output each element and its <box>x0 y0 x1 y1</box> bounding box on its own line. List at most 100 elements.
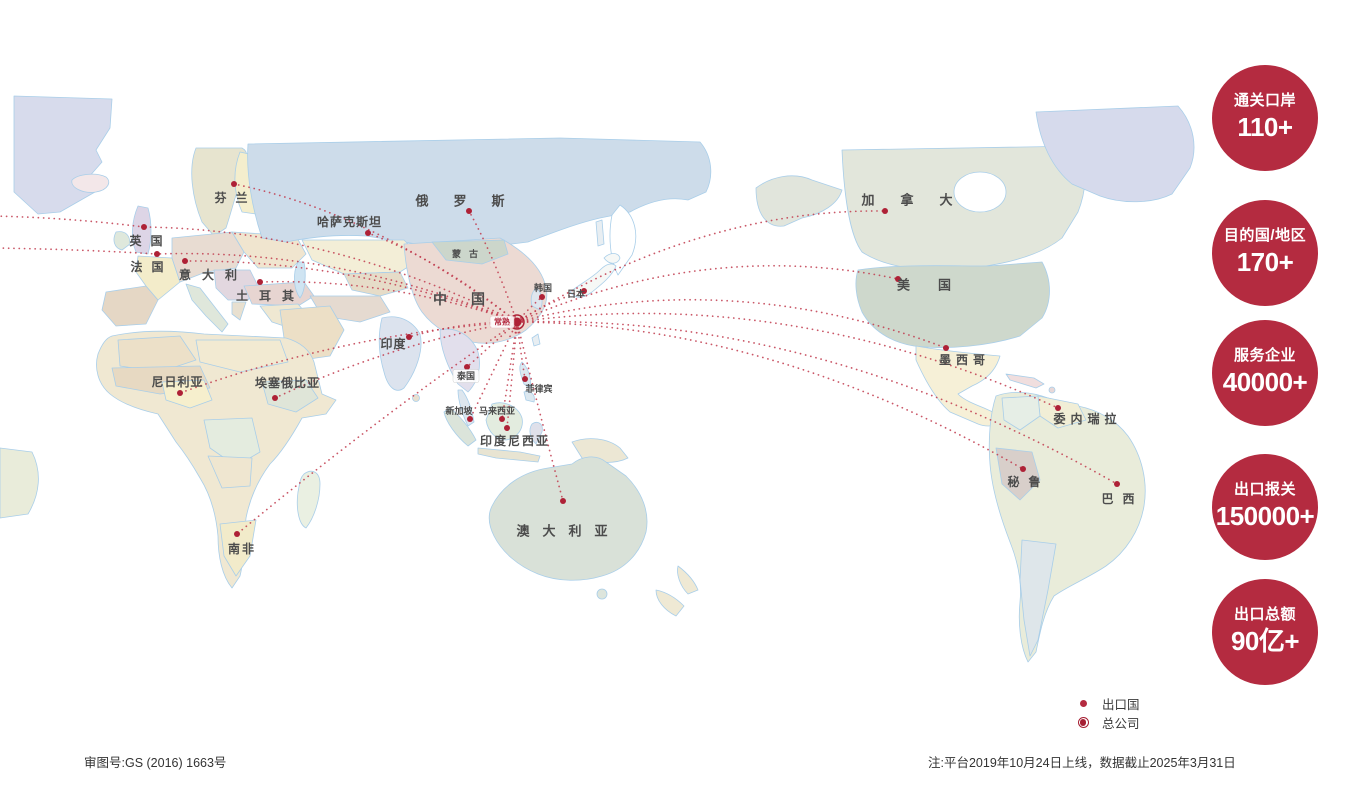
legend-label: 总公司 <box>1102 717 1140 731</box>
country-dot <box>560 498 566 504</box>
country-label: 尼日利亚 <box>151 374 203 389</box>
country-label: 俄罗斯 <box>414 194 529 209</box>
landmass-japan-honshu <box>569 263 617 298</box>
landmass-korea <box>530 287 543 311</box>
region-label: 蒙古 <box>452 248 486 259</box>
country-label: 澳大利亚 <box>516 524 620 539</box>
landmass-greenland-east <box>1035 105 1195 203</box>
landmass-maghreb <box>117 335 197 373</box>
route-line-stub <box>0 215 145 228</box>
country-label: 英国 <box>129 233 171 248</box>
country-dot <box>882 208 888 214</box>
landmass-iceland <box>71 173 110 193</box>
legend-label: 出口国 <box>1102 698 1140 712</box>
country-dot <box>499 416 505 422</box>
route-line <box>516 210 886 323</box>
country-dot <box>467 416 473 422</box>
landmass-india <box>378 316 422 391</box>
country-dot <box>234 531 240 537</box>
landmass-borneo <box>485 402 523 441</box>
map-approval-number: 审图号:GS (2016) 1663号 <box>84 756 227 770</box>
country-dot <box>504 425 510 431</box>
route-line <box>468 210 518 323</box>
country-label: 印度尼西亚 <box>480 433 550 448</box>
country-dot <box>154 251 160 257</box>
landmass-peru <box>995 447 1041 501</box>
landmass-java <box>477 447 541 463</box>
country-dot <box>1114 481 1120 487</box>
hq-label: 常熟 <box>494 317 510 327</box>
stat-label: 服务企业 <box>1233 347 1296 365</box>
landmass-colombia <box>1001 395 1041 431</box>
country-dot <box>1020 466 1026 472</box>
stat-badge-destinations: 目的国/地区 170+ <box>1212 200 1318 306</box>
country-label: 加拿大 <box>860 193 978 208</box>
landmass-brazil-wrap <box>0 447 39 519</box>
stat-badge-ports: 通关口岸 110+ <box>1212 65 1318 171</box>
landmass-mindanao <box>523 391 535 403</box>
hq-marker <box>512 317 522 327</box>
landmass-nigeria <box>161 379 213 409</box>
route-line <box>179 321 518 394</box>
legend: 出口国 总公司 <box>1072 694 1140 732</box>
country-label: 菲律宾 <box>525 383 552 394</box>
country-dot <box>365 230 371 236</box>
landmass-argentina <box>1019 539 1057 657</box>
country-dot <box>231 181 237 187</box>
legend-item-headquarters: 总公司 <box>1072 713 1140 732</box>
landmass-alaska <box>755 175 843 227</box>
landmass-angola-zambia <box>207 455 253 489</box>
route-line <box>501 321 518 420</box>
country-dot <box>581 288 587 294</box>
landmass-tasmania <box>596 588 608 600</box>
landmass-nz-north <box>677 565 699 595</box>
route-line <box>259 280 518 323</box>
route-line <box>506 321 518 429</box>
landmass-mexico <box>915 345 1007 427</box>
country-label: 美国 <box>897 278 979 293</box>
stat-label: 通关口岸 <box>1233 92 1296 110</box>
label-chip <box>452 369 480 383</box>
country-dot <box>406 334 412 340</box>
country-label: 土耳其 <box>236 288 305 303</box>
landmass-madagascar <box>296 470 321 529</box>
country-label: 意大利 <box>179 267 248 282</box>
legend-item-export-country: 出口国 <box>1072 694 1140 713</box>
landmass-australia <box>488 456 648 581</box>
country-label: 巴西 <box>1101 492 1143 506</box>
stat-badge-enterprises: 服务企业 40000+ <box>1212 320 1318 426</box>
stat-label: 出口总额 <box>1233 606 1296 624</box>
landmass-hispaniola <box>1048 386 1056 394</box>
country-label: 南非 <box>228 541 256 556</box>
landmass-greece <box>231 301 247 321</box>
country-dot <box>522 376 528 382</box>
country-dot <box>539 294 545 300</box>
stat-value: 90亿+ <box>1230 626 1300 657</box>
headquarters-dot-icon <box>1072 717 1094 728</box>
country-label: 日本 <box>567 288 586 299</box>
country-markers <box>141 181 1120 537</box>
landmass-italy <box>185 283 229 333</box>
landmass-caspian <box>294 261 306 299</box>
stat-value: 110+ <box>1237 112 1293 143</box>
landmass-greenland-west <box>13 95 113 215</box>
stat-label: 目的国/地区 <box>1223 227 1307 245</box>
export-country-dot-icon <box>1072 700 1094 707</box>
country-label: 哈萨克斯坦 <box>317 214 382 229</box>
country-label: 泰国 <box>456 370 475 381</box>
region-label: 中国 <box>433 291 509 307</box>
country-dot <box>466 208 472 214</box>
route-line <box>469 321 518 420</box>
country-label: 墨西哥 <box>939 353 990 367</box>
country-label: 新加坡 <box>445 405 473 416</box>
stat-value: 170+ <box>1236 247 1294 278</box>
country-dot <box>272 395 278 401</box>
stat-badge-export-total: 出口总额 90亿+ <box>1212 579 1318 685</box>
hq-label-chip <box>489 315 515 329</box>
stat-value: 150000+ <box>1215 501 1315 532</box>
landmass-cuba <box>1005 373 1045 389</box>
landmass-taiwan <box>531 333 541 347</box>
